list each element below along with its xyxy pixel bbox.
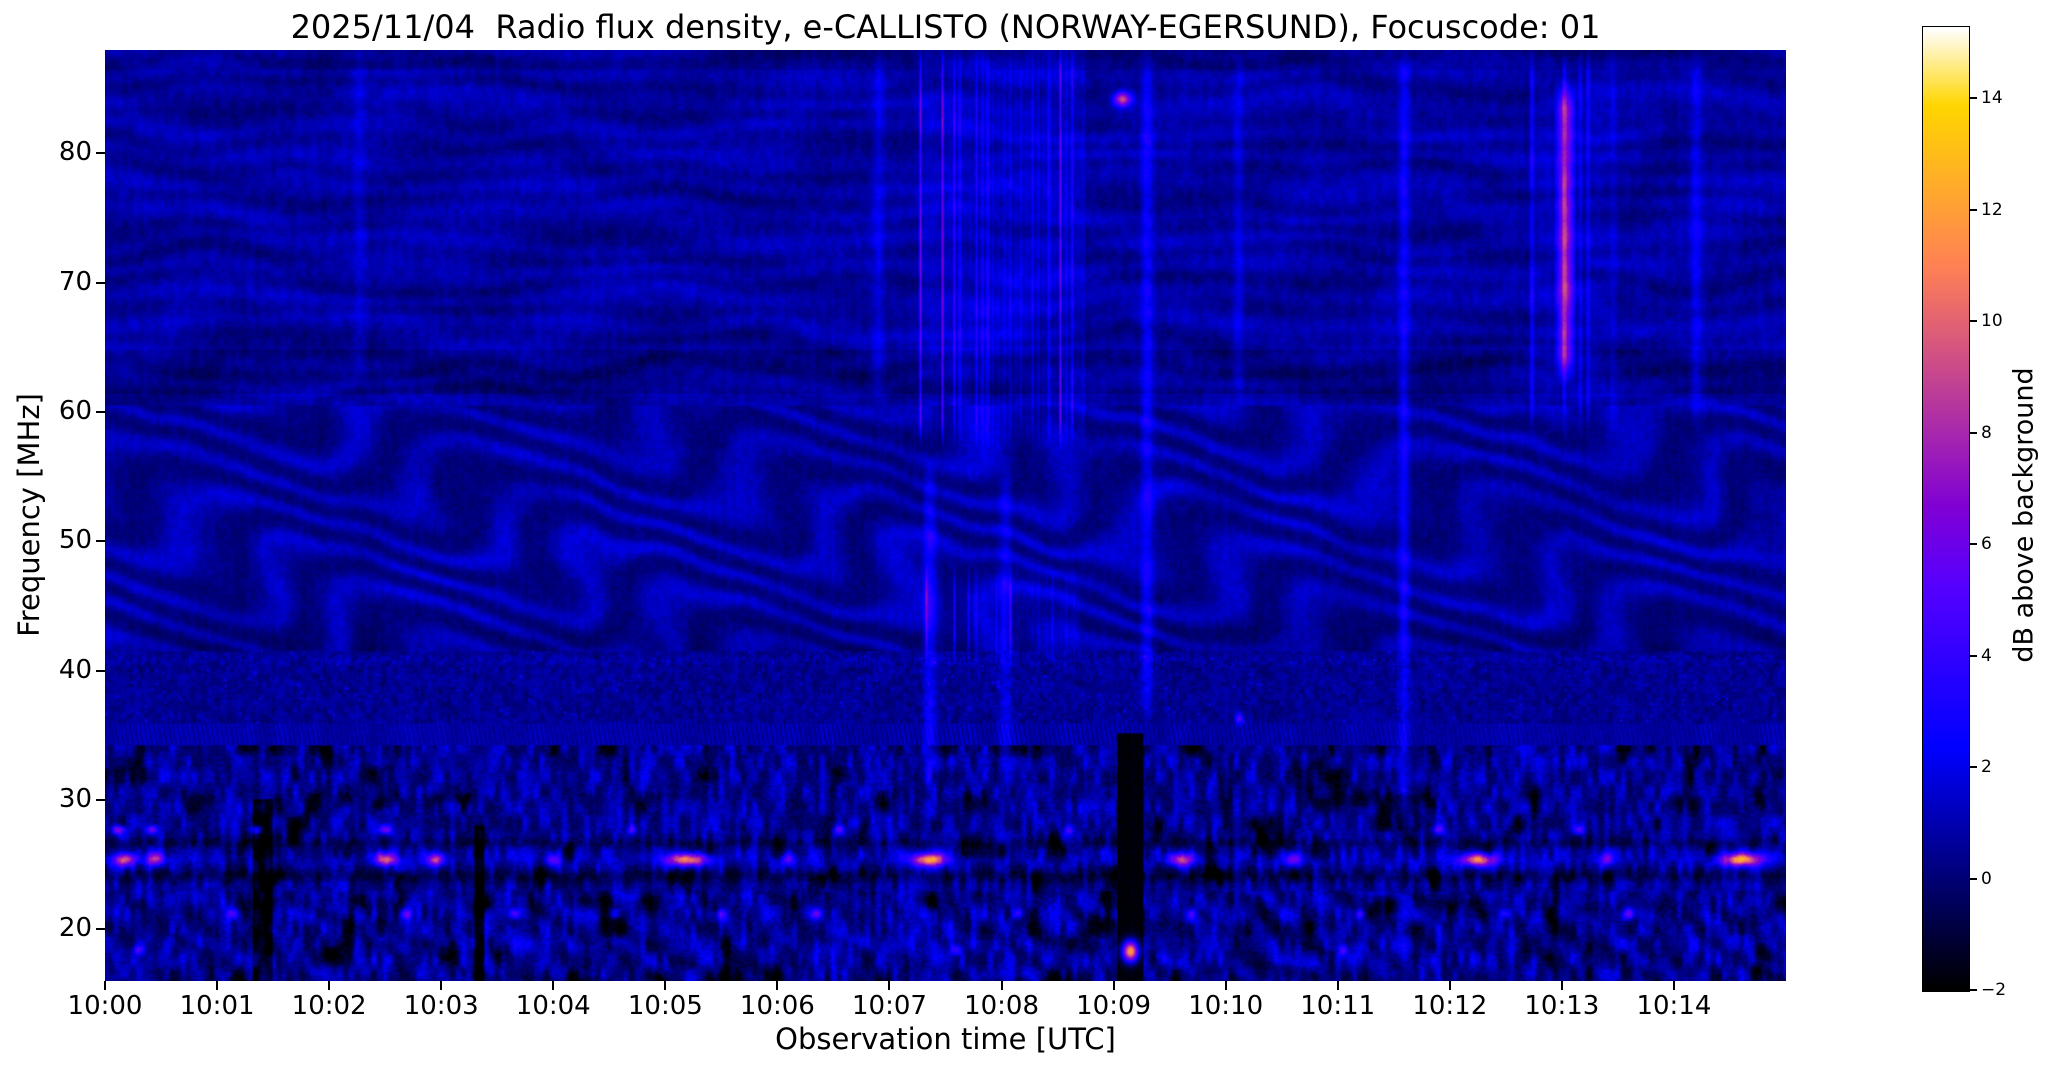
x-tick-label: 10:07 bbox=[851, 991, 927, 1021]
chart-title: 2025/11/04 Radio flux density, e-CALLIST… bbox=[290, 8, 1601, 46]
y-tick-mark bbox=[96, 281, 105, 284]
x-tick-mark bbox=[664, 981, 667, 990]
x-tick-mark bbox=[1448, 981, 1451, 990]
y-tick-mark bbox=[96, 152, 105, 155]
x-tick-mark bbox=[1224, 981, 1227, 990]
x-tick-label: 10:04 bbox=[515, 991, 591, 1021]
x-tick-label: 10:09 bbox=[1076, 991, 1152, 1021]
colorbar-tick-mark bbox=[1970, 989, 1977, 991]
y-tick-mark bbox=[96, 928, 105, 931]
x-tick-label: 10:10 bbox=[1188, 991, 1264, 1021]
colorbar-tick-label: 4 bbox=[1981, 645, 1992, 666]
colorbar bbox=[1922, 26, 1970, 992]
x-tick-label: 10:01 bbox=[179, 991, 255, 1021]
x-tick-mark bbox=[1560, 981, 1563, 990]
colorbar-tick-mark bbox=[1970, 654, 1977, 657]
y-tick-mark bbox=[96, 669, 105, 672]
x-tick-label: 10:00 bbox=[67, 991, 143, 1021]
x-tick-mark bbox=[552, 981, 555, 990]
colorbar-label: dB above background bbox=[2008, 367, 2040, 663]
x-tick-mark bbox=[1112, 981, 1115, 990]
x-tick-label: 10:12 bbox=[1412, 991, 1488, 1021]
x-tick-label: 10:11 bbox=[1300, 991, 1376, 1021]
x-tick-mark bbox=[888, 981, 891, 990]
colorbar-tick-label: 0 bbox=[1981, 868, 1992, 889]
x-tick-mark bbox=[104, 981, 106, 990]
x-tick-label: 10:13 bbox=[1524, 991, 1600, 1021]
x-tick-mark bbox=[1672, 981, 1675, 990]
plot-area bbox=[105, 50, 1786, 981]
x-tick-label: 10:14 bbox=[1636, 991, 1712, 1021]
y-tick-label: 60 bbox=[58, 396, 92, 427]
x-tick-mark bbox=[776, 981, 779, 990]
colorbar-tick-mark bbox=[1970, 543, 1977, 546]
colorbar-tick-label: 12 bbox=[1981, 199, 2003, 220]
y-tick-label: 30 bbox=[58, 783, 92, 814]
y-tick-label: 40 bbox=[58, 654, 92, 685]
y-tick-label: 20 bbox=[58, 913, 92, 944]
colorbar-tick-mark bbox=[1970, 97, 1977, 100]
y-tick-label: 70 bbox=[58, 266, 92, 297]
y-tick-mark bbox=[96, 798, 105, 801]
colorbar-tick-label: 6 bbox=[1981, 534, 1992, 555]
colorbar-tick-mark bbox=[1970, 320, 1977, 323]
x-axis-label: Observation time [UTC] bbox=[775, 1022, 1116, 1056]
x-tick-label: 10:08 bbox=[964, 991, 1039, 1021]
y-tick-mark bbox=[96, 411, 105, 414]
x-tick-label: 10:06 bbox=[739, 991, 815, 1021]
x-tick-label: 10:03 bbox=[403, 991, 479, 1021]
y-tick-mark bbox=[96, 540, 105, 543]
colorbar-gradient bbox=[1923, 27, 1969, 991]
y-axis-label: Frequency [MHz] bbox=[12, 393, 46, 637]
x-tick-label: 10:02 bbox=[291, 991, 367, 1021]
spectrogram-heatmap bbox=[105, 50, 1786, 981]
x-tick-label: 10:05 bbox=[627, 991, 703, 1021]
colorbar-tick-mark bbox=[1970, 766, 1977, 769]
colorbar-tick-mark bbox=[1970, 208, 1977, 211]
colorbar-tick-label: 14 bbox=[1981, 88, 2003, 109]
x-tick-mark bbox=[328, 981, 331, 990]
colorbar-tick-label: −2 bbox=[1981, 980, 2007, 1000]
x-tick-mark bbox=[216, 981, 219, 990]
x-tick-mark bbox=[1000, 981, 1003, 990]
colorbar-tick-mark bbox=[1970, 877, 1977, 880]
colorbar-tick-label: 2 bbox=[1981, 757, 1992, 778]
x-tick-mark bbox=[440, 981, 443, 990]
colorbar-tick-label: 8 bbox=[1981, 422, 1992, 443]
y-tick-label: 80 bbox=[58, 137, 92, 168]
x-tick-mark bbox=[1336, 981, 1339, 990]
colorbar-tick-label: 10 bbox=[1981, 311, 2003, 332]
colorbar-tick-mark bbox=[1970, 431, 1977, 434]
y-tick-label: 50 bbox=[58, 525, 92, 556]
